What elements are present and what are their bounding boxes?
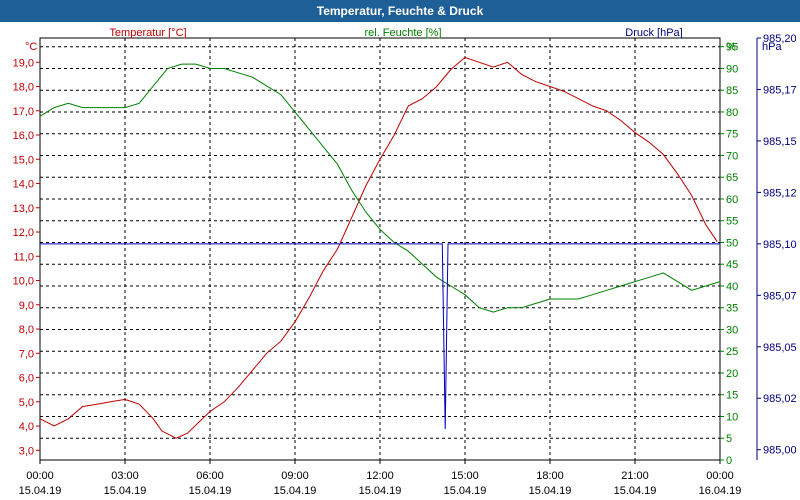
- pressure-unit: hPa: [762, 41, 782, 53]
- x-tick-time: 03:00: [111, 470, 139, 482]
- humidity-tick-label: 15: [726, 390, 738, 402]
- pressure-tick-label: 985,05: [763, 342, 797, 354]
- x-tick-date: 15.04.19: [189, 485, 232, 497]
- humidity-tick-label: 95: [726, 42, 738, 54]
- temperature-tick-label: 3,0: [19, 445, 34, 457]
- temperature-tick-label: 8,0: [19, 324, 34, 336]
- humidity-line: [39, 63, 721, 313]
- humidity-tick-label: 30: [726, 324, 738, 336]
- humidity-tick-label: 65: [726, 172, 738, 184]
- humidity-axis-label: rel. Feuchte [%]: [364, 27, 441, 39]
- x-tick-time: 18:00: [536, 470, 564, 482]
- x-tick-date: 16.04.19: [699, 485, 742, 497]
- temperature-tick-label: 17,0: [13, 106, 34, 118]
- x-tick-date: 15.04.19: [529, 485, 572, 497]
- x-tick-date: 15.04.19: [19, 485, 62, 497]
- temperature-tick-label: 19,0: [13, 57, 34, 69]
- x-tick-date: 15.04.19: [274, 485, 317, 497]
- temperature-tick-label: 7,0: [19, 348, 34, 360]
- temperature-unit: °C: [25, 41, 37, 53]
- temperature-tick-label: 15,0: [13, 154, 34, 166]
- humidity-tick-label: 50: [726, 237, 738, 249]
- temperature-axis-label: Temperatur [°C]: [109, 27, 186, 39]
- pressure-tick-label: 985,15: [763, 136, 797, 148]
- x-tick-date: 15.04.19: [359, 485, 402, 497]
- pressure-tick-label: 985,07: [763, 290, 797, 302]
- pressure-tick-label: 985,20: [763, 33, 797, 45]
- humidity-tick-label: 45: [726, 259, 738, 271]
- humidity-tick-label: 40: [726, 281, 738, 293]
- x-tick-time: 00:00: [26, 470, 54, 482]
- humidity-tick-label: 80: [726, 107, 738, 119]
- temperature-tick-label: 13,0: [13, 203, 34, 215]
- temperature-tick-label: 11,0: [13, 251, 34, 263]
- humidity-tick-label: 70: [726, 150, 738, 162]
- temperature-tick-label: 5,0: [19, 397, 34, 409]
- humidity-tick-label: 5: [726, 433, 732, 445]
- humidity-tick-label: 85: [726, 85, 738, 97]
- humidity-tick-label: 75: [726, 129, 738, 141]
- humidity-tick-label: 20: [726, 368, 738, 380]
- humidity-tick-label: 90: [726, 63, 738, 75]
- x-tick-time: 21:00: [621, 470, 649, 482]
- x-tick-date: 15.04.19: [444, 485, 487, 497]
- humidity-tick-label: 35: [726, 303, 738, 315]
- temperature-line: [39, 56, 718, 439]
- x-tick-date: 15.04.19: [614, 485, 657, 497]
- temperature-tick-label: 6,0: [19, 373, 34, 385]
- pressure-line: [40, 243, 720, 430]
- temperature-tick-label: 4,0: [19, 421, 34, 433]
- pressure-tick-label: 985,17: [763, 84, 797, 96]
- temperature-tick-label: 12,0: [13, 227, 34, 239]
- x-tick-time: 09:00: [281, 470, 309, 482]
- humidity-unit: %: [726, 41, 736, 53]
- x-tick-time: 00:00: [706, 470, 734, 482]
- pressure-tick-label: 985,10: [763, 239, 797, 251]
- x-tick-time: 06:00: [196, 470, 224, 482]
- temperature-tick-label: 16,0: [13, 130, 34, 142]
- temperature-tick-label: 9,0: [19, 300, 34, 312]
- humidity-tick-label: 0: [726, 455, 732, 467]
- pressure-tick-label: 985,12: [763, 187, 797, 199]
- humidity-tick-label: 10: [726, 411, 738, 423]
- humidity-tick-label: 60: [726, 194, 738, 206]
- chart-title: Temperatur, Feuchte & Druck: [0, 0, 800, 22]
- humidity-tick-label: 25: [726, 346, 738, 358]
- temperature-tick-label: 18,0: [13, 82, 34, 94]
- x-tick-date: 15.04.19: [104, 485, 147, 497]
- temperature-tick-label: 10,0: [13, 276, 34, 288]
- x-tick-time: 12:00: [366, 470, 394, 482]
- pressure-tick-label: 985,00: [763, 445, 797, 457]
- pressure-axis-label: Druck [hPa]: [625, 27, 682, 39]
- x-tick-time: 15:00: [451, 470, 479, 482]
- humidity-tick-label: 55: [726, 216, 738, 228]
- temperature-tick-label: 14,0: [13, 179, 34, 191]
- pressure-tick-label: 985,02: [763, 393, 797, 405]
